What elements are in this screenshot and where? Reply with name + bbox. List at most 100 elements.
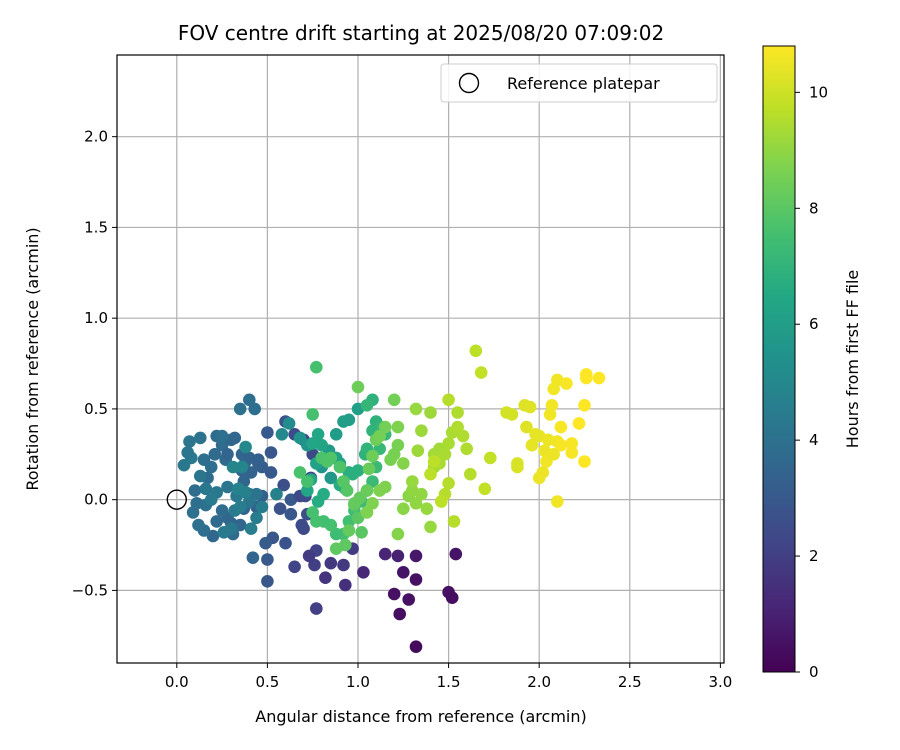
data-point — [273, 502, 287, 515]
data-point — [373, 484, 387, 497]
colorbar-tick-label: 2 — [809, 547, 819, 565]
data-point — [505, 408, 519, 421]
x-tick-label: 1.5 — [437, 673, 461, 691]
data-point — [277, 478, 291, 492]
colorbar-tick-label: 6 — [809, 315, 819, 333]
reference-platepar-marker — [166, 489, 187, 510]
data-point — [228, 431, 242, 445]
data-point — [484, 451, 497, 465]
x-tick-label: 1.0 — [346, 673, 370, 691]
data-point — [333, 460, 347, 474]
data-point — [306, 437, 320, 450]
data-point — [282, 417, 296, 430]
data-point — [435, 495, 448, 508]
x-axis-ticks: 0.0 0.5 1.0 1.5 2.0 2.5 3.0 — [165, 663, 732, 691]
data-point — [226, 460, 240, 474]
data-point — [438, 448, 452, 461]
data-point — [317, 487, 330, 501]
data-point — [250, 511, 263, 525]
data-point — [221, 448, 234, 461]
data-point — [239, 440, 252, 454]
data-point — [233, 402, 247, 416]
data-point — [565, 446, 579, 459]
data-point — [560, 377, 573, 390]
x-tick-label: 0.0 — [165, 673, 189, 691]
data-point — [306, 506, 320, 519]
data-point — [244, 466, 258, 479]
data-point — [427, 455, 441, 468]
plot-area-frame — [116, 54, 725, 664]
data-point — [284, 507, 298, 521]
data-point — [311, 428, 325, 441]
data-point — [565, 437, 579, 450]
data-point — [186, 506, 200, 519]
y-tick-label: −0.5 — [72, 581, 108, 599]
data-point — [460, 442, 474, 456]
data-point — [232, 482, 245, 496]
data-point — [536, 466, 550, 479]
data-point — [545, 399, 559, 412]
data-point — [362, 462, 376, 476]
data-point — [261, 575, 274, 588]
data-point — [387, 587, 401, 601]
data-point — [259, 536, 272, 550]
data-point — [251, 457, 265, 470]
data-point — [275, 428, 289, 441]
colorbar-tick-label: 8 — [809, 199, 819, 217]
data-point — [215, 429, 229, 443]
data-point — [520, 420, 533, 434]
data-point — [329, 542, 343, 555]
data-point — [199, 482, 213, 496]
x-tick-label: 2.0 — [527, 673, 551, 691]
data-point — [246, 551, 260, 564]
data-point — [204, 460, 218, 474]
data-point — [177, 458, 191, 472]
data-point — [456, 429, 470, 443]
data-point — [360, 399, 374, 412]
data-point — [578, 399, 591, 412]
data-point — [445, 591, 459, 604]
data-point — [319, 571, 332, 584]
data-point — [578, 455, 591, 468]
data-point — [235, 460, 249, 474]
data-point — [442, 393, 455, 407]
data-point — [442, 437, 455, 450]
data-point — [221, 480, 234, 494]
data-point — [451, 420, 464, 434]
data-point — [192, 518, 205, 532]
data-point — [306, 408, 320, 421]
data-point — [215, 438, 229, 452]
chart-title: FOV centre drift starting at 2025/08/20 … — [178, 21, 664, 45]
data-point — [384, 453, 397, 467]
data-point — [397, 457, 410, 470]
data-point — [288, 560, 301, 574]
data-point — [464, 467, 477, 481]
grid-lines — [117, 55, 724, 663]
data-point — [181, 446, 194, 459]
data-point — [233, 500, 247, 514]
data-point — [366, 497, 379, 510]
data-point — [366, 475, 379, 488]
data-point — [391, 420, 405, 434]
data-point — [255, 500, 269, 514]
data-point — [554, 438, 568, 452]
scatter-series — [166, 344, 606, 653]
data-point — [449, 547, 463, 561]
y-axis-label: Rotation from reference (arcmin) — [23, 227, 42, 490]
data-point — [580, 368, 593, 381]
data-point — [264, 446, 278, 459]
data-point — [415, 424, 428, 438]
legend: Reference platepar — [440, 63, 718, 103]
data-point — [554, 420, 568, 434]
data-point — [342, 413, 356, 427]
data-point — [243, 451, 256, 465]
data-point — [592, 371, 606, 385]
legend-box — [440, 63, 718, 103]
data-point — [355, 526, 368, 539]
data-point — [244, 522, 258, 535]
data-point — [342, 524, 356, 537]
data-point — [324, 556, 338, 570]
data-point — [393, 607, 407, 621]
data-point — [397, 502, 410, 515]
